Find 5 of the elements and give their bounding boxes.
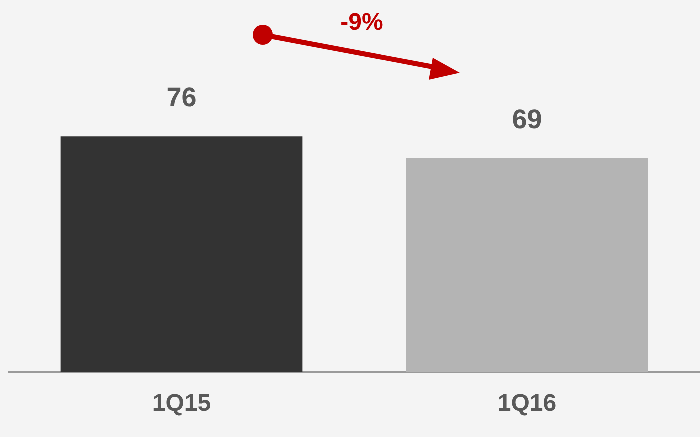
- x-tick-label: 1Q16: [498, 390, 557, 418]
- data-label: 69: [512, 104, 542, 134]
- data-label: 76: [166, 82, 197, 113]
- text: -9%: [340, 9, 384, 36]
- x-tick-label: 1Q15: [152, 390, 212, 418]
